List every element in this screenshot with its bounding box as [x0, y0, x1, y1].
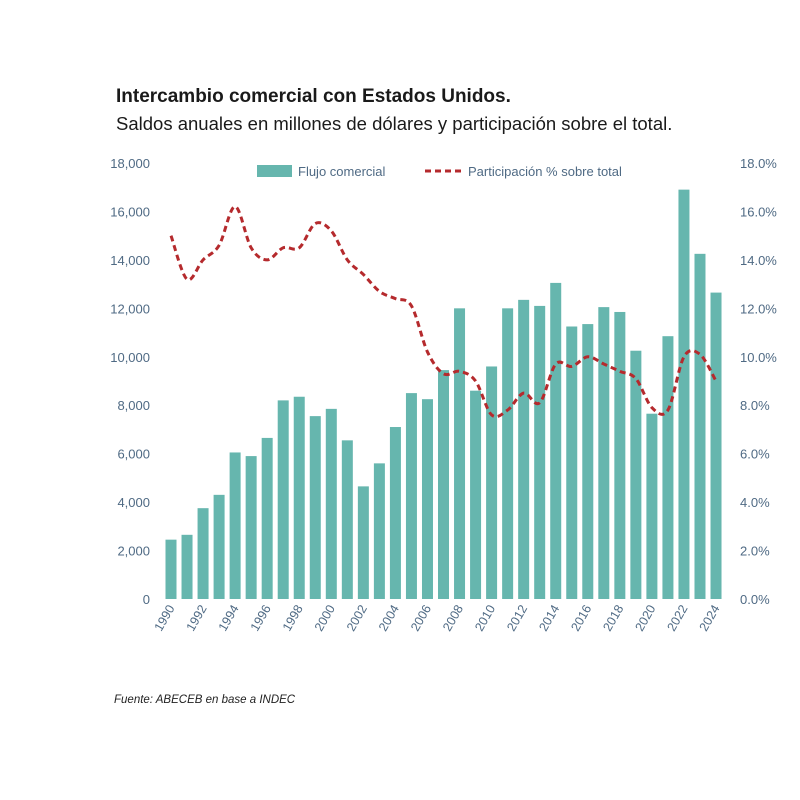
bar-2024 — [710, 292, 722, 599]
y-right-tick-label: 10.0% — [740, 350, 777, 365]
x-tick-label: 2018 — [600, 602, 626, 633]
bar-2001 — [341, 440, 353, 599]
series-line-participacion — [169, 205, 718, 419]
y-right-tick-label: 6.0% — [740, 447, 770, 462]
bar-2018 — [614, 311, 626, 599]
bar-2021 — [662, 336, 674, 599]
x-tick-label: 2004 — [376, 602, 402, 633]
bar-2020 — [646, 413, 658, 599]
bar-2014 — [550, 282, 562, 599]
bars-group — [165, 189, 722, 599]
bar-2005 — [405, 393, 417, 599]
y-right-tick-label: 0.0% — [740, 592, 770, 607]
bar-1991 — [181, 534, 193, 599]
x-tick-label: 2016 — [568, 602, 594, 633]
x-tick-label: 2008 — [440, 602, 466, 633]
bar-2011 — [502, 308, 514, 599]
bar-2010 — [486, 366, 498, 599]
x-tick-label: 2002 — [344, 602, 370, 633]
right-axis: 0.0% 2.0% 4.0% 6.0% 8.0% 10.0% 12.0% 14.0% 16.0%… — [740, 156, 777, 607]
x-tick-label: 2006 — [408, 602, 434, 633]
bar-2008 — [454, 308, 466, 599]
x-tick-label: 2020 — [632, 602, 658, 633]
bar-1999 — [309, 416, 321, 599]
bar-2000 — [325, 408, 337, 599]
bar-1996 — [261, 437, 273, 599]
legend-swatch-flujo-comercial — [257, 165, 292, 177]
x-axis: 1990 1992 1994 1996 1998 2000 2002 2004 2006 2008… — [152, 602, 723, 633]
x-tick-label: 2022 — [665, 602, 691, 633]
chart-title: Intercambio comercial con Estados Unidos… — [116, 86, 511, 107]
y-left-tick-label: 10,000 — [110, 350, 150, 365]
x-tick-label: 2010 — [472, 602, 498, 633]
bar-1995 — [245, 456, 257, 599]
bar-1997 — [277, 400, 289, 599]
bar-2023 — [694, 253, 706, 599]
y-left-tick-label: 14,000 — [110, 253, 150, 268]
y-left-tick-label: 0 — [143, 592, 150, 607]
source-note: Fuente: ABECEB en base a INDEC — [114, 694, 296, 706]
legend-label-participacion: Participación % sobre total — [468, 164, 622, 179]
y-right-tick-label: 8.0% — [740, 398, 770, 413]
bar-2003 — [373, 463, 385, 599]
x-tick-label: 1990 — [152, 602, 178, 633]
line-group — [169, 205, 718, 419]
bar-2022 — [678, 189, 690, 599]
y-right-tick-label: 2.0% — [740, 544, 770, 559]
bar-2002 — [357, 486, 369, 599]
y-right-tick-label: 14.0% — [740, 253, 777, 268]
x-tick-label: 2014 — [536, 602, 562, 633]
y-right-tick-label: 12.0% — [740, 301, 777, 316]
y-left-tick-label: 18,000 — [110, 156, 150, 171]
bar-1992 — [197, 508, 209, 599]
bar-2012 — [518, 299, 530, 599]
x-tick-label: 1992 — [184, 602, 210, 633]
chart-subtitle: Saldos anuales en millones de dólares y … — [116, 113, 673, 134]
x-tick-label: 1994 — [216, 602, 242, 633]
bar-1993 — [213, 494, 225, 599]
x-tick-label: 1996 — [248, 602, 274, 633]
y-left-tick-label: 16,000 — [110, 204, 150, 219]
bar-2017 — [598, 307, 610, 599]
bar-2009 — [470, 390, 482, 599]
legend: Flujo comercial Participación % sobre to… — [257, 164, 622, 179]
bar-2013 — [534, 305, 546, 599]
bar-1990 — [165, 539, 177, 599]
x-tick-label: 1998 — [280, 602, 306, 633]
y-right-tick-label: 4.0% — [740, 495, 770, 510]
y-left-tick-label: 2,000 — [117, 544, 150, 559]
bar-2004 — [389, 427, 401, 599]
bar-2016 — [582, 324, 594, 599]
y-left-tick-label: 8,000 — [117, 398, 150, 413]
bar-2015 — [566, 326, 578, 599]
bar-2007 — [438, 370, 450, 599]
x-tick-label: 2024 — [697, 602, 723, 633]
y-left-tick-label: 6,000 — [117, 447, 150, 462]
left-axis: 0 2,000 4,000 6,000 8,000 10,000 12,000 14,000 1… — [110, 156, 150, 607]
y-left-tick-label: 12,000 — [110, 301, 150, 316]
y-right-tick-label: 18.0% — [740, 156, 777, 171]
bar-2006 — [421, 399, 433, 599]
legend-label-flujo-comercial: Flujo comercial — [298, 164, 386, 179]
y-left-tick-label: 4,000 — [117, 495, 150, 510]
y-right-tick-label: 16.0% — [740, 204, 777, 219]
bar-2019 — [630, 350, 642, 599]
bar-1994 — [229, 452, 241, 599]
bar-1998 — [293, 396, 305, 599]
x-tick-label: 2012 — [504, 602, 530, 633]
x-tick-label: 2000 — [312, 602, 338, 633]
